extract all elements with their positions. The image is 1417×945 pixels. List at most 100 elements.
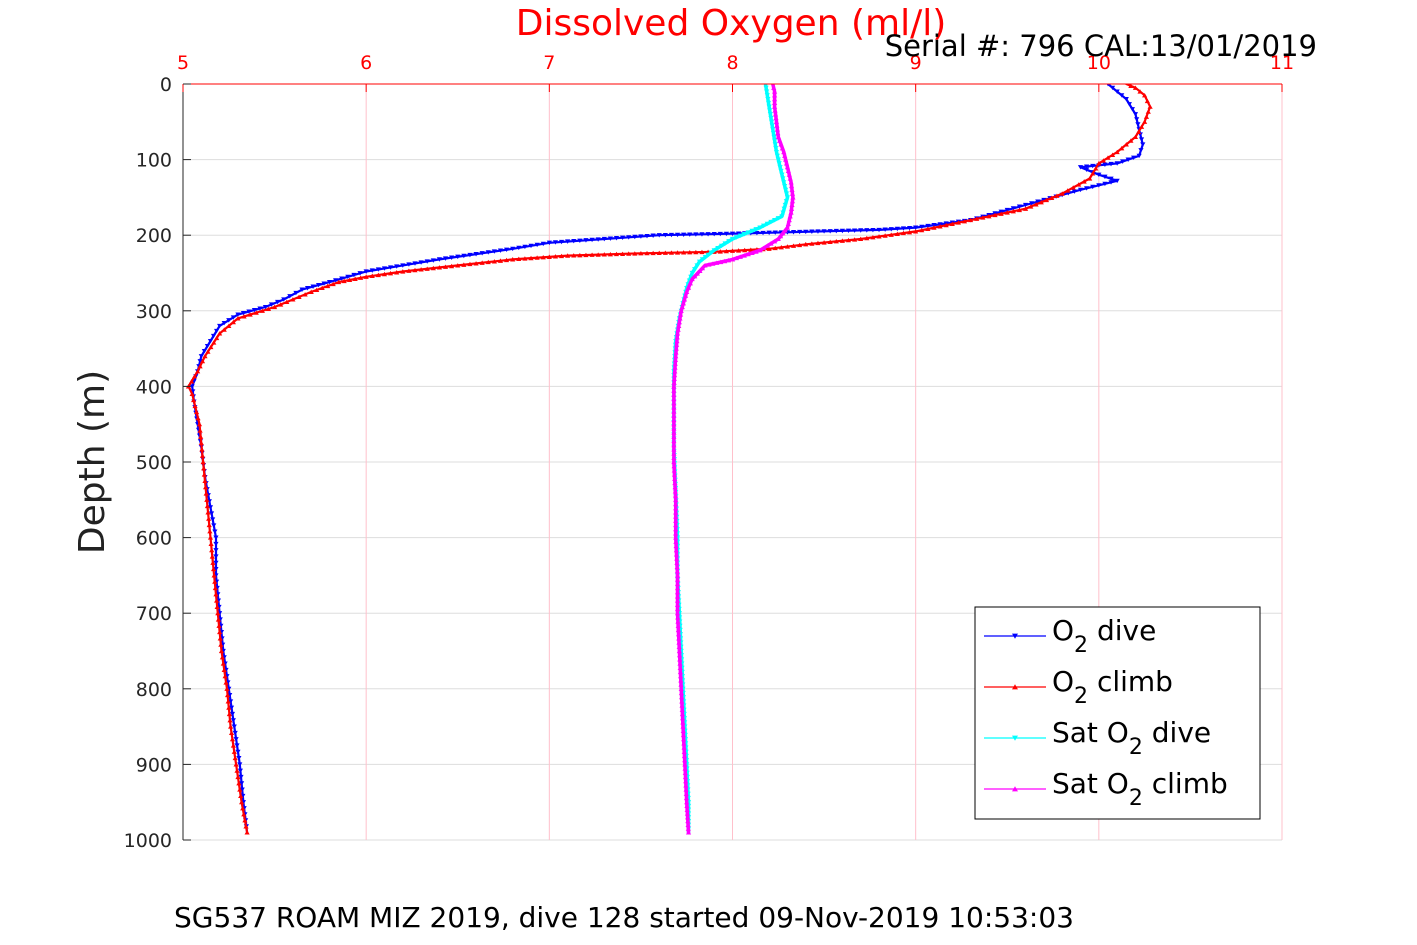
data-point [247, 312, 253, 317]
data-point [226, 705, 232, 710]
data-point [204, 497, 210, 502]
data-point [1087, 176, 1093, 181]
data-point [188, 379, 195, 384]
data-point [680, 732, 687, 738]
data-point [725, 257, 732, 263]
data-point [705, 252, 711, 258]
data-point [775, 236, 781, 242]
data-point [595, 237, 601, 242]
data-point [394, 270, 400, 275]
data-point [207, 528, 213, 534]
data-point [790, 195, 796, 200]
data-point [528, 255, 534, 261]
data-point [201, 349, 207, 354]
data-point [497, 248, 504, 253]
data-point [681, 297, 688, 302]
data-point [955, 220, 962, 225]
data-point [968, 217, 974, 223]
data-point [676, 640, 682, 645]
data-point [213, 554, 219, 559]
data-point [788, 179, 794, 185]
data-point [211, 523, 217, 528]
data-point [672, 476, 678, 481]
data-point [681, 736, 687, 742]
data-point [589, 252, 595, 257]
data-point [430, 265, 436, 271]
data-point [919, 227, 925, 233]
data-point [882, 227, 888, 232]
data-point [209, 554, 215, 559]
data-point [638, 251, 644, 256]
data-point [673, 543, 679, 549]
data-point [674, 250, 681, 255]
data-point [699, 265, 706, 271]
data-point [680, 300, 687, 306]
data-point [461, 253, 467, 259]
data-point [673, 350, 679, 355]
data-point [207, 535, 214, 540]
data-point [780, 210, 786, 215]
data-point [717, 231, 723, 237]
data-point [237, 762, 243, 767]
data-point [678, 690, 685, 696]
data-point [308, 289, 314, 294]
data-point [672, 489, 678, 494]
data-point [210, 517, 216, 522]
data-point [783, 191, 790, 196]
data-point [745, 251, 751, 257]
data-point [212, 585, 218, 591]
data-point [745, 230, 751, 235]
data-point [1038, 199, 1044, 205]
data-point [218, 648, 225, 654]
data-point [722, 258, 728, 264]
data-point [986, 213, 992, 219]
data-point [671, 451, 677, 456]
data-point [213, 328, 220, 334]
data-point [412, 261, 418, 266]
data-point [773, 149, 780, 155]
chart-subtitle: Serial #: 796 CAL:13/01/2019 [885, 29, 1317, 63]
data-point [710, 261, 716, 266]
data-point [485, 259, 491, 265]
data-point [243, 824, 249, 829]
data-point [696, 259, 703, 264]
data-point [1029, 201, 1035, 206]
data-point [839, 228, 845, 234]
data-point [674, 585, 681, 591]
data-point [1033, 202, 1039, 207]
data-point [436, 265, 443, 270]
data-point [671, 468, 677, 473]
data-point [741, 232, 747, 237]
data-point [613, 236, 620, 241]
data-point [240, 310, 247, 316]
data-point [1138, 148, 1144, 153]
data-point [961, 219, 968, 224]
data-point [702, 255, 708, 260]
y-axis-label: Depth (m) [72, 370, 113, 554]
data-point [424, 266, 430, 271]
data-point [913, 225, 919, 230]
data-point [673, 510, 679, 515]
data-point [931, 225, 937, 230]
data-point [201, 465, 207, 471]
data-point [679, 694, 685, 700]
data-point [674, 334, 680, 340]
data-point [673, 346, 679, 351]
data-point [774, 153, 780, 159]
data-point [688, 274, 694, 280]
data-point [768, 219, 774, 225]
data-point [671, 380, 677, 385]
data-point [387, 265, 394, 270]
data-point [387, 270, 394, 276]
data-point [733, 235, 740, 240]
data-point [754, 230, 760, 236]
data-point [595, 252, 601, 257]
data-point [516, 245, 522, 251]
data-point [238, 774, 244, 780]
data-point [510, 246, 516, 252]
chart-title: Dissolved Oxygen (ml/l) [516, 3, 947, 44]
legend-label: Sat O2 climb [1052, 767, 1228, 811]
data-point [314, 287, 320, 293]
data-point [406, 268, 412, 273]
